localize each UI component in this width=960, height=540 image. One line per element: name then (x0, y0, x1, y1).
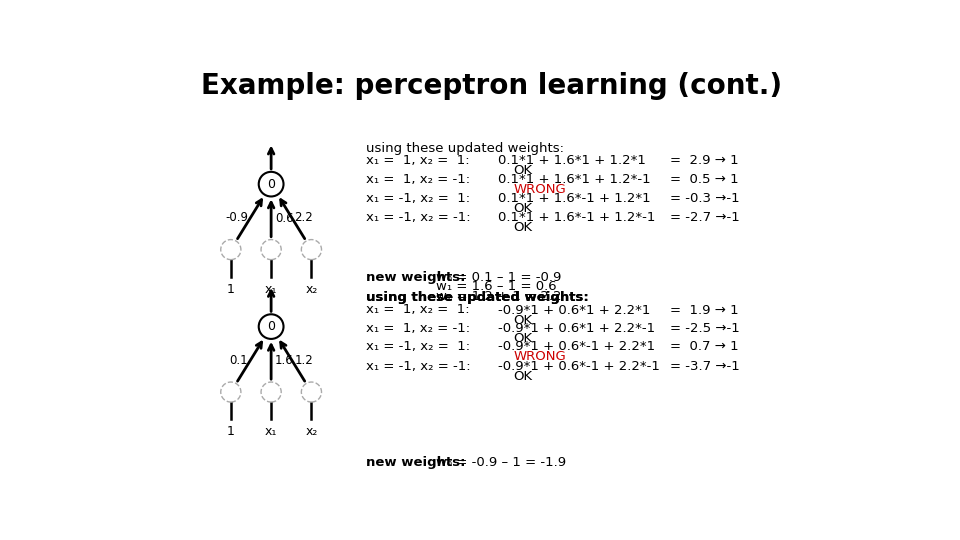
Text: Example: perceptron learning (cont.): Example: perceptron learning (cont.) (202, 72, 782, 100)
Text: OK: OK (514, 332, 533, 345)
Text: = -0.3 →-1: = -0.3 →-1 (670, 192, 740, 205)
Text: WRONG: WRONG (514, 183, 566, 195)
Circle shape (221, 240, 241, 260)
Text: w₀ = 0.1 – 1 = -0.9: w₀ = 0.1 – 1 = -0.9 (436, 271, 562, 284)
Text: WRONG: WRONG (514, 350, 566, 363)
Text: x₁ = -1, x₂ =  1:: x₁ = -1, x₂ = 1: (367, 192, 470, 205)
Text: -0.9*1 + 0.6*-1 + 2.2*1: -0.9*1 + 0.6*-1 + 2.2*1 (498, 340, 656, 354)
Circle shape (301, 382, 322, 402)
Text: OK: OK (514, 370, 533, 383)
Text: OK: OK (514, 314, 533, 327)
Text: x₁ =  1, x₂ =  1:: x₁ = 1, x₂ = 1: (367, 154, 470, 167)
Text: -0.9*1 + 0.6*1 + 2.2*1: -0.9*1 + 0.6*1 + 2.2*1 (498, 303, 651, 316)
Text: x₂: x₂ (305, 283, 318, 296)
Text: 0.6: 0.6 (275, 212, 294, 225)
Text: using these updated weights:: using these updated weights: (367, 291, 589, 304)
Text: OK: OK (514, 164, 533, 177)
Text: 0: 0 (267, 178, 276, 191)
Text: x₁ =  1, x₂ = -1:: x₁ = 1, x₂ = -1: (367, 322, 470, 335)
Text: OK: OK (514, 202, 533, 215)
Text: =  0.7 → 1: = 0.7 → 1 (670, 340, 739, 354)
Text: x₂: x₂ (305, 425, 318, 438)
Text: 1.2: 1.2 (294, 354, 313, 367)
Text: =  2.9 → 1: = 2.9 → 1 (670, 154, 739, 167)
Circle shape (259, 172, 283, 197)
Text: 2.2: 2.2 (294, 211, 313, 224)
Text: x₁ = -1, x₂ = -1:: x₁ = -1, x₂ = -1: (367, 360, 471, 373)
Circle shape (261, 240, 281, 260)
Text: 0.1*1 + 1.6*1 + 1.2*1: 0.1*1 + 1.6*1 + 1.2*1 (498, 154, 646, 167)
Text: 0.1*1 + 1.6*-1 + 1.2*1: 0.1*1 + 1.6*-1 + 1.2*1 (498, 192, 651, 205)
Text: new weights:: new weights: (367, 456, 466, 469)
Text: 1: 1 (227, 425, 235, 438)
Text: 0.1: 0.1 (229, 354, 248, 367)
Text: 0.1*1 + 1.6*1 + 1.2*-1: 0.1*1 + 1.6*1 + 1.2*-1 (498, 173, 651, 186)
Text: x₁ =  1, x₂ =  1:: x₁ = 1, x₂ = 1: (367, 303, 470, 316)
Text: -0.9*1 + 0.6*1 + 2.2*-1: -0.9*1 + 0.6*1 + 2.2*-1 (498, 322, 656, 335)
Text: 1: 1 (227, 283, 235, 296)
Text: w₀ = -0.9 – 1 = -1.9: w₀ = -0.9 – 1 = -1.9 (436, 456, 566, 469)
Text: new weights:: new weights: (367, 271, 466, 284)
Circle shape (261, 382, 281, 402)
Text: using these updated weights:: using these updated weights: (367, 142, 564, 155)
Text: = -3.7 →-1: = -3.7 →-1 (670, 360, 740, 373)
Text: OK: OK (514, 221, 533, 234)
Text: x₁: x₁ (265, 283, 277, 296)
Text: 0.1*1 + 1.6*-1 + 1.2*-1: 0.1*1 + 1.6*-1 + 1.2*-1 (498, 211, 656, 224)
Circle shape (221, 382, 241, 402)
Text: w₁ = 1.6 – 1 = 0.6: w₁ = 1.6 – 1 = 0.6 (436, 280, 557, 293)
Text: 1.6: 1.6 (275, 354, 294, 367)
Text: w₂ = 1.2 + 1 = 2.2: w₂ = 1.2 + 1 = 2.2 (436, 289, 562, 302)
Text: = -2.5 →-1: = -2.5 →-1 (670, 322, 740, 335)
Circle shape (259, 314, 283, 339)
Circle shape (301, 240, 322, 260)
Text: -0.9: -0.9 (225, 211, 248, 224)
Text: x₁ =  1, x₂ = -1:: x₁ = 1, x₂ = -1: (367, 173, 470, 186)
Text: -0.9*1 + 0.6*-1 + 2.2*-1: -0.9*1 + 0.6*-1 + 2.2*-1 (498, 360, 660, 373)
Text: using these updated weights:: using these updated weights: (367, 291, 589, 304)
Text: =  1.9 → 1: = 1.9 → 1 (670, 303, 739, 316)
Text: x₁ = -1, x₂ = -1:: x₁ = -1, x₂ = -1: (367, 211, 471, 224)
Text: = -2.7 →-1: = -2.7 →-1 (670, 211, 740, 224)
Text: =  0.5 → 1: = 0.5 → 1 (670, 173, 739, 186)
Text: x₁ = -1, x₂ =  1:: x₁ = -1, x₂ = 1: (367, 340, 470, 354)
Text: x₁: x₁ (265, 425, 277, 438)
Text: 0: 0 (267, 320, 276, 333)
